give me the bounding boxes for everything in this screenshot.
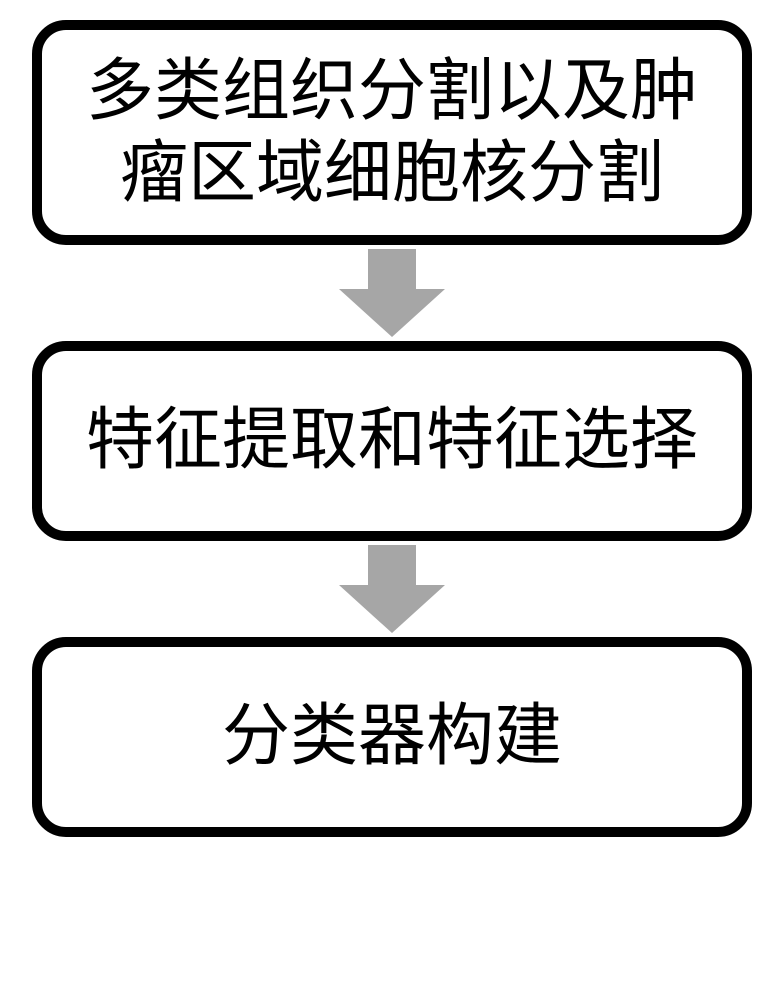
flowchart-arrow — [339, 249, 445, 337]
flowchart-node-n1: 多类组织分割以及肿 瘤区域细胞核分割 — [32, 20, 752, 245]
flowchart-node-n3: 分类器构建 — [32, 637, 752, 837]
flowchart-node-n2: 特征提取和特征选择 — [32, 341, 752, 541]
flowchart-arrow — [339, 545, 445, 633]
flowchart-container: 多类组织分割以及肿 瘤区域细胞核分割特征提取和特征选择分类器构建 — [32, 20, 752, 837]
